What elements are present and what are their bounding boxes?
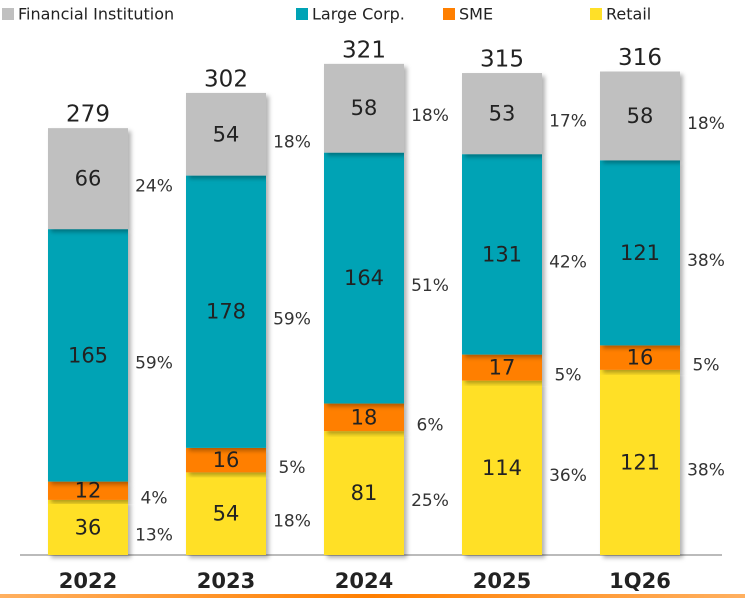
bar-segment bbox=[186, 92, 266, 176]
share-label: 18% bbox=[273, 512, 311, 532]
legend-label: Large Corp. bbox=[312, 5, 405, 24]
footer-bar bbox=[0, 594, 745, 598]
total-label: 302 bbox=[204, 66, 248, 92]
x-tick-label: 2022 bbox=[59, 569, 117, 593]
bar-segment bbox=[186, 175, 266, 448]
share-label: 5% bbox=[555, 366, 582, 386]
bar-segment bbox=[48, 499, 128, 555]
x-tick-label: 2024 bbox=[335, 569, 393, 593]
legend-label: Financial Institution bbox=[18, 5, 174, 24]
legend-label: SME bbox=[459, 5, 493, 24]
segment-label: 16 bbox=[213, 448, 240, 472]
segment-label: 36 bbox=[75, 515, 102, 539]
segment-label: 178 bbox=[206, 300, 246, 324]
x-tick-label: 1Q26 bbox=[609, 569, 671, 593]
segment-label: 81 bbox=[351, 481, 378, 505]
legend-label: Retail bbox=[606, 5, 651, 24]
segment-label: 12 bbox=[75, 479, 102, 503]
share-label: 59% bbox=[135, 353, 173, 373]
bar-segment bbox=[462, 154, 542, 355]
share-label: 51% bbox=[411, 276, 449, 296]
bar-segment bbox=[48, 128, 128, 230]
segment-label: 66 bbox=[75, 167, 102, 191]
segment-label: 17 bbox=[489, 356, 516, 380]
x-tick-label: 2023 bbox=[197, 569, 255, 593]
segment-label: 58 bbox=[351, 96, 378, 120]
segment-label: 121 bbox=[620, 450, 660, 474]
share-label: 6% bbox=[417, 415, 444, 435]
share-label: 4% bbox=[141, 489, 168, 509]
segment-label: 58 bbox=[627, 104, 654, 128]
segment-label: 131 bbox=[482, 242, 522, 266]
segment-label: 16 bbox=[627, 346, 654, 370]
segment-label: 121 bbox=[620, 241, 660, 265]
share-label: 18% bbox=[273, 132, 311, 152]
share-label: 24% bbox=[135, 177, 173, 197]
segment-label: 165 bbox=[68, 343, 108, 367]
legend-swatch bbox=[590, 8, 602, 20]
total-label: 279 bbox=[66, 102, 110, 128]
segment-label: 53 bbox=[489, 102, 516, 126]
segment-label: 18 bbox=[351, 405, 378, 429]
bar-segment bbox=[600, 345, 680, 370]
bar-segment bbox=[600, 369, 680, 555]
total-label: 315 bbox=[480, 47, 524, 73]
bar-segment bbox=[48, 481, 128, 500]
bar-segment bbox=[48, 229, 128, 482]
share-label: 36% bbox=[549, 466, 587, 486]
share-label: 5% bbox=[279, 458, 306, 478]
bar-segment bbox=[600, 71, 680, 161]
share-label: 18% bbox=[687, 114, 725, 134]
bar-segment bbox=[324, 152, 404, 404]
bar-segment bbox=[600, 160, 680, 346]
share-label: 59% bbox=[273, 310, 311, 330]
segment-label: 114 bbox=[482, 456, 522, 480]
bar-segment bbox=[186, 472, 266, 555]
bar-segment bbox=[324, 403, 404, 432]
bar-segment bbox=[462, 73, 542, 155]
x-tick-label: 2025 bbox=[473, 569, 531, 593]
share-label: 25% bbox=[411, 491, 449, 511]
share-label: 13% bbox=[135, 525, 173, 545]
bar-segment bbox=[324, 431, 404, 555]
total-label: 321 bbox=[342, 37, 386, 63]
bar-segment bbox=[186, 447, 266, 473]
bar-segment bbox=[462, 354, 542, 381]
share-label: 42% bbox=[549, 252, 587, 272]
share-label: 38% bbox=[687, 251, 725, 271]
legend-swatch bbox=[2, 8, 14, 20]
legend-swatch bbox=[443, 8, 455, 20]
total-label: 316 bbox=[618, 45, 662, 71]
segment-label: 54 bbox=[213, 502, 240, 526]
share-label: 38% bbox=[687, 460, 725, 480]
segment-label: 54 bbox=[213, 122, 240, 146]
segment-label: 164 bbox=[344, 266, 384, 290]
bar-segment bbox=[324, 63, 404, 153]
bar-segment bbox=[462, 380, 542, 555]
share-label: 18% bbox=[411, 106, 449, 126]
share-label: 5% bbox=[693, 356, 720, 376]
legend-swatch bbox=[296, 8, 308, 20]
share-label: 17% bbox=[549, 112, 587, 132]
